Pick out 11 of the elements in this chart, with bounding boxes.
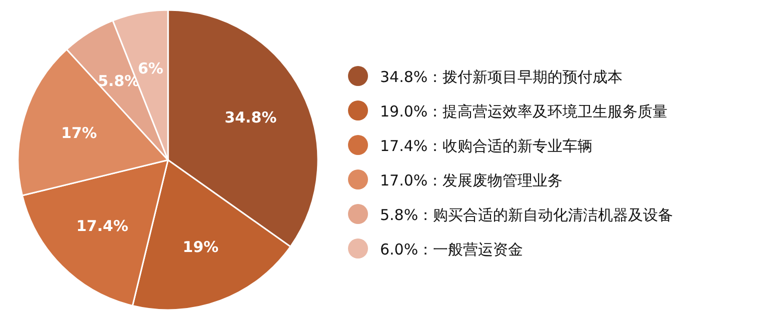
legend-label: 34.8%：拨付新项目早期的预付成本 bbox=[380, 68, 623, 86]
data-label: 6% bbox=[138, 60, 164, 78]
legend-label: 17.0%：发展废物管理业务 bbox=[380, 172, 563, 190]
data-label: 17.4% bbox=[76, 216, 128, 235]
data-label: 34.8% bbox=[224, 108, 277, 126]
legend-label: 5.8%：购买合适的新自动化清洁机器及设备 bbox=[380, 206, 674, 224]
data-label: 17% bbox=[61, 124, 97, 142]
legend-label: 6.0%：一般营运资金 bbox=[380, 240, 524, 258]
data-label: 19% bbox=[182, 238, 219, 256]
legend-label: 19.0%：提高营运效率及环境卫生服务质量 bbox=[380, 102, 668, 120]
legend-label: 17.4%：收购合适的新专业车辆 bbox=[380, 137, 593, 155]
